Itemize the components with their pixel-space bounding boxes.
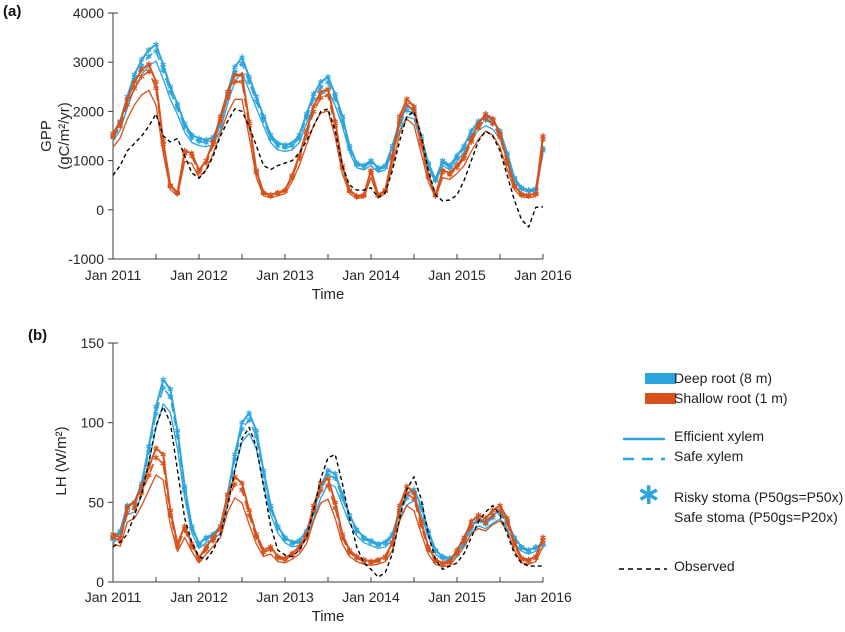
series-markers-deep-risky <box>110 41 546 194</box>
x-tick-label: Jan 2016 <box>514 589 572 605</box>
risky-stoma-asterisk-icon: ∗ <box>636 478 662 511</box>
legend-observed-label: Observed <box>674 558 735 574</box>
x-tick-label: Jan 2016 <box>514 267 572 283</box>
axis-frame-a <box>112 12 543 260</box>
series-line-obs-gpp <box>112 108 544 228</box>
x-tick-label: Jan 2015 <box>428 267 486 283</box>
y-tick-label: 4000 <box>73 5 104 21</box>
legend-safe-stoma-label: Safe stoma (P50gs=P20x) <box>674 509 838 525</box>
y-tick-label: 150 <box>81 335 105 351</box>
time-x-axis-label-a: Time <box>311 286 345 303</box>
efficient-xylem-line-icon <box>623 437 665 441</box>
x-tick-label: Jan 2014 <box>342 267 400 283</box>
legend: Deep root (8 m) Shallow root (1 m) Effic… <box>610 362 845 582</box>
series-line-obs-lh <box>112 406 543 578</box>
gpp-y-axis-label-line1: GPP <box>38 120 55 152</box>
lh-y-axis-label: LH (W/m²) <box>53 426 70 496</box>
legend-safe-xylem-label: Safe xylem <box>674 448 744 464</box>
y-tick-label: 1000 <box>73 153 104 169</box>
legend-shallow-root-label: Shallow root (1 m) <box>674 390 788 406</box>
y-tick-label: 2000 <box>73 103 104 119</box>
gpp-y-axis-label: GPP (gC/m²/yr) <box>38 16 74 256</box>
deep-root-color-swatch <box>645 373 676 384</box>
x-tick-label: Jan 2012 <box>170 267 228 283</box>
series-markers-shal-risky-lh <box>110 445 546 566</box>
legend-risky-stoma-label: Risky stoma (P50gs=P50x) <box>674 489 844 505</box>
gpp-y-axis-label-line2: (gC/m²/yr) <box>56 102 73 170</box>
y-tick-label: 3000 <box>73 54 104 70</box>
y-tick-label: 50 <box>88 494 104 510</box>
x-tick-label: Jan 2011 <box>85 589 142 605</box>
shallow-root-color-swatch <box>645 393 676 404</box>
series-line-deep-risky <box>112 43 544 192</box>
safe-xylem-dashed-line-icon <box>623 457 665 461</box>
y-tick-label: 0 <box>96 202 104 218</box>
series-markers-shal-risky <box>110 61 546 200</box>
x-tick-label: Jan 2013 <box>256 589 314 605</box>
series-line-shal-safe-stoma-lh <box>112 474 544 568</box>
x-tick-label: Jan 2015 <box>428 589 486 605</box>
panel-a-letter: (a) <box>3 3 22 20</box>
legend-stoma-labels: Risky stoma (P50gs=P50x) Safe stoma (P50… <box>674 487 843 527</box>
time-x-axis-label-b: Time <box>311 608 345 625</box>
x-tick-label: Jan 2013 <box>256 267 314 283</box>
y-tick-label: -1000 <box>68 251 104 267</box>
y-tick-label: 0 <box>96 574 104 590</box>
panel-b-letter: (b) <box>28 327 48 344</box>
x-tick-label: Jan 2014 <box>342 589 400 605</box>
x-tick-label: Jan 2011 <box>85 267 142 283</box>
legend-deep-root-label: Deep root (8 m) <box>674 370 773 386</box>
series-line-shal-safe-stoma <box>112 89 544 200</box>
x-tick-label: Jan 2012 <box>170 589 228 605</box>
observed-dashed-line-icon <box>619 568 667 570</box>
y-tick-label: 100 <box>81 415 105 431</box>
legend-efficient-xylem-label: Efficient xylem <box>674 428 764 444</box>
